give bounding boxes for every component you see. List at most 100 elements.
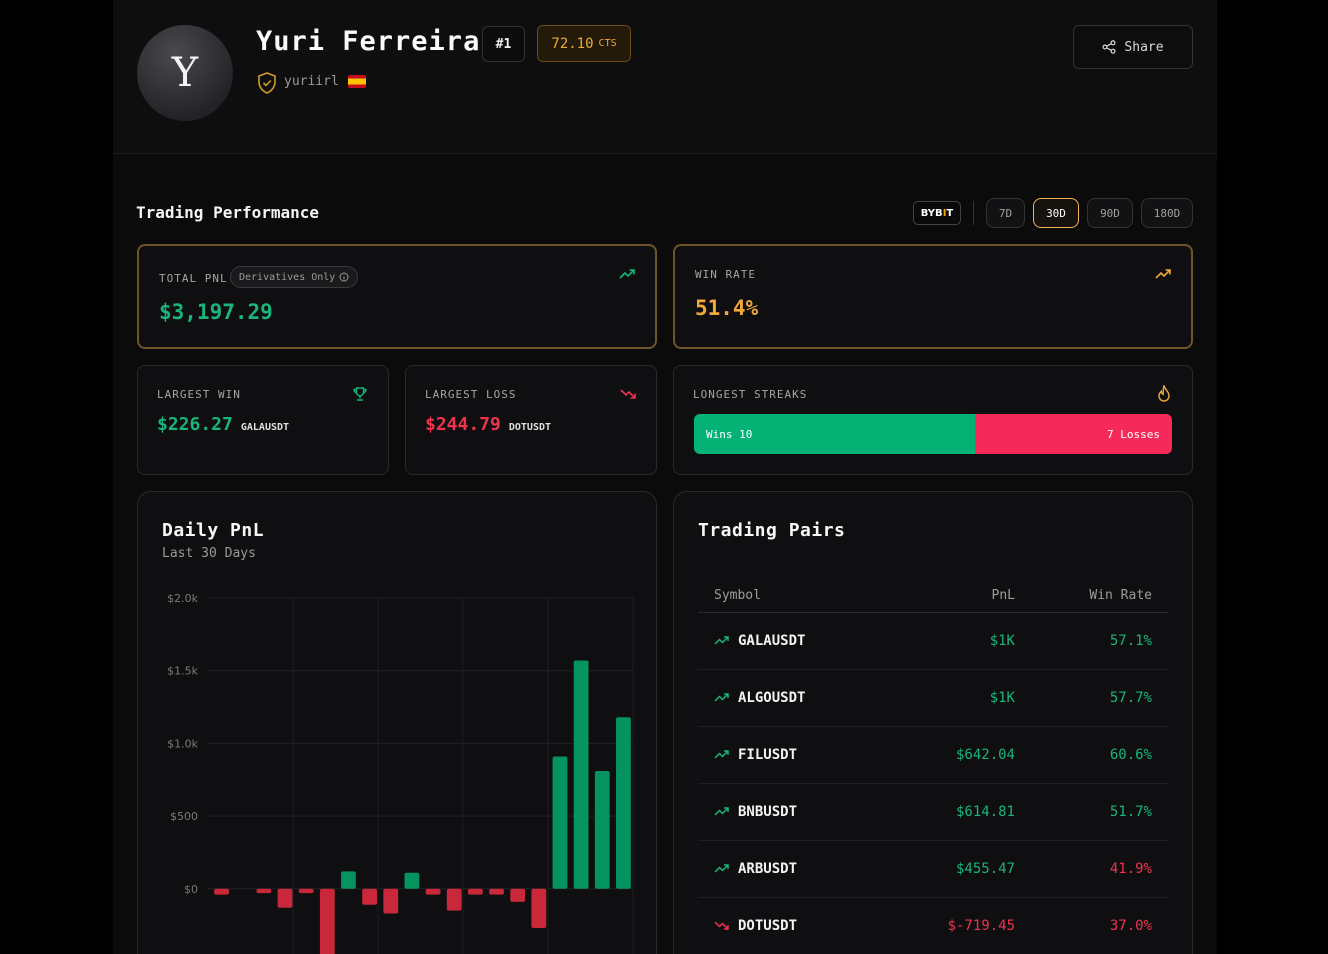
- spain-flag-icon: [348, 75, 366, 88]
- table-row[interactable]: BNBUSDT $614.81 51.7%: [698, 784, 1168, 841]
- rank-badge: #1: [482, 26, 525, 62]
- largest-win-label: LARGEST WIN: [157, 388, 241, 401]
- table-row[interactable]: FILUSDT $642.04 60.6%: [698, 727, 1168, 784]
- trending-up-icon: [619, 269, 635, 279]
- pair-symbol: ARBUSDT: [738, 861, 798, 877]
- section-title: Trading Performance: [136, 203, 320, 222]
- pair-pnl: $455.47: [955, 861, 1015, 877]
- streak-wins-label: Wins 10: [706, 427, 753, 441]
- info-icon[interactable]: [339, 272, 349, 282]
- profile-header: Y Yuri Ferreira #1 72.10 CTS yuriirl Sha…: [113, 0, 1217, 154]
- y-tick-label: $500: [170, 810, 198, 823]
- longest-streaks-card: LONGEST STREAKS Wins 10 7 Losses: [673, 365, 1193, 475]
- trending-up-icon: [714, 636, 729, 645]
- largest-win-symbol: GALAUSDT: [240, 422, 290, 433]
- pnl-bar: [531, 888, 547, 929]
- trending-up-icon: [714, 693, 729, 702]
- share-label: Share: [1124, 39, 1164, 55]
- period-tab-7d[interactable]: 7D: [986, 198, 1025, 228]
- longest-streaks-label: LONGEST STREAKS: [693, 388, 808, 401]
- divider: [973, 201, 974, 225]
- pair-win-rate: 51.7%: [1109, 804, 1152, 820]
- pnl-bar: [425, 888, 441, 895]
- pnl-bar: [446, 888, 462, 911]
- share-icon: [1102, 40, 1116, 54]
- trending-up-icon: [714, 807, 729, 816]
- win-rate-card: WIN RATE 51.4%: [673, 244, 1193, 349]
- streak-losses-segment: 7 Losses: [975, 414, 1172, 454]
- pnl-bar: [341, 871, 356, 889]
- pair-pnl: $1K: [989, 690, 1015, 706]
- trending-down-icon: [714, 921, 729, 930]
- pnl-bar: [489, 888, 504, 895]
- pair-win-rate: 41.9%: [1109, 861, 1152, 877]
- win-rate-label: WIN RATE: [695, 268, 756, 281]
- largest-loss-card: LARGEST LOSS $244.79 DOTUSDT: [405, 365, 657, 475]
- avatar-letter: Y: [171, 50, 199, 96]
- pair-win-rate: 37.0%: [1109, 918, 1152, 934]
- y-tick-label: $0: [184, 883, 198, 896]
- period-tab-180d[interactable]: 180D: [1141, 198, 1193, 228]
- verified-shield-icon: [258, 72, 276, 94]
- y-tick-label: $2.0k: [167, 592, 198, 605]
- largest-win-value: $226.27: [157, 414, 233, 435]
- pair-symbol: ALGOUSDT: [738, 690, 806, 706]
- daily-pnl-title: Daily PnL: [162, 520, 265, 541]
- daily-pnl-panel: $0 $500 $1.0k $1.5k $2.0k Daily PnL Last 30 …: [137, 491, 657, 954]
- header-pnl[interactable]: PnL: [991, 588, 1015, 603]
- trending-up-icon: [1155, 269, 1171, 279]
- avatar: Y: [137, 25, 233, 121]
- trending-down-icon: [620, 389, 636, 399]
- page: Y Yuri Ferreira #1 72.10 CTS yuriirl Sha…: [113, 0, 1217, 954]
- table-row[interactable]: DOTUSDT $-719.45 37.0%: [698, 898, 1168, 954]
- pnl-bar: [510, 888, 526, 902]
- cts-badge: 72.10 CTS: [537, 25, 631, 62]
- pnl-bar: [383, 888, 399, 914]
- streak-wins-segment: Wins 10: [694, 414, 976, 454]
- largest-win-card: LARGEST WIN $226.27 GALAUSDT: [137, 365, 389, 475]
- win-rate-value: 51.4%: [695, 296, 759, 320]
- y-tick-label: $1.5k: [167, 665, 198, 678]
- largest-loss-symbol: DOTUSDT: [508, 422, 552, 433]
- pair-pnl: $642.04: [955, 747, 1015, 763]
- pnl-bar: [467, 888, 483, 895]
- pair-pnl: $1K: [989, 633, 1015, 649]
- pair-symbol: FILUSDT: [738, 747, 798, 763]
- table-row[interactable]: ALGOUSDT $1K 57.7%: [698, 670, 1168, 727]
- derivatives-badge-label: Derivatives Only: [239, 271, 336, 283]
- pair-win-rate: 57.7%: [1109, 690, 1152, 706]
- pnl-bar: [298, 888, 314, 894]
- period-tab-90d[interactable]: 90D: [1087, 198, 1133, 228]
- pnl-bar: [404, 872, 420, 889]
- exchange-logo-bybit[interactable]: BYB I T: [913, 201, 961, 225]
- header-symbol[interactable]: Symbol: [714, 588, 761, 603]
- pnl-bar: [552, 756, 568, 889]
- table-row[interactable]: ARBUSDT $455.47 41.9%: [698, 841, 1168, 898]
- header-win-rate[interactable]: Win Rate: [1089, 588, 1152, 603]
- cts-value: 72.10: [551, 35, 594, 52]
- share-button[interactable]: Share: [1073, 25, 1193, 69]
- trending-up-icon: [714, 750, 729, 759]
- y-tick-label: $1.0k: [167, 737, 198, 750]
- total-pnl-label: TOTAL PNL: [159, 272, 228, 285]
- pair-symbol: BNBUSDT: [738, 804, 798, 820]
- pnl-bar: [362, 888, 378, 905]
- flame-icon: [1158, 385, 1170, 402]
- largest-loss-value: $244.79: [425, 414, 501, 435]
- pair-pnl: $-719.45: [947, 918, 1015, 934]
- table-row[interactable]: GALAUSDT $1K 57.1%: [698, 613, 1168, 670]
- trader-name: Yuri Ferreira: [256, 26, 481, 57]
- pnl-bar: [256, 888, 272, 894]
- trophy-icon: [353, 387, 367, 401]
- pnl-bar: [319, 888, 335, 954]
- table-header: Symbol PnL Win Rate: [698, 572, 1168, 613]
- cts-unit: CTS: [598, 38, 617, 49]
- streak-bar: Wins 10 7 Losses: [694, 414, 1172, 454]
- pair-symbol: GALAUSDT: [738, 633, 806, 649]
- trending-up-icon: [714, 864, 729, 873]
- largest-loss-label: LARGEST LOSS: [425, 388, 517, 401]
- streak-losses-label: 7 Losses: [1107, 427, 1160, 441]
- period-tab-30d[interactable]: 30D: [1033, 198, 1079, 228]
- pair-win-rate: 60.6%: [1109, 747, 1152, 763]
- trading-pairs-panel: Trading Pairs Symbol PnL Win Rate GALAUS…: [673, 491, 1193, 954]
